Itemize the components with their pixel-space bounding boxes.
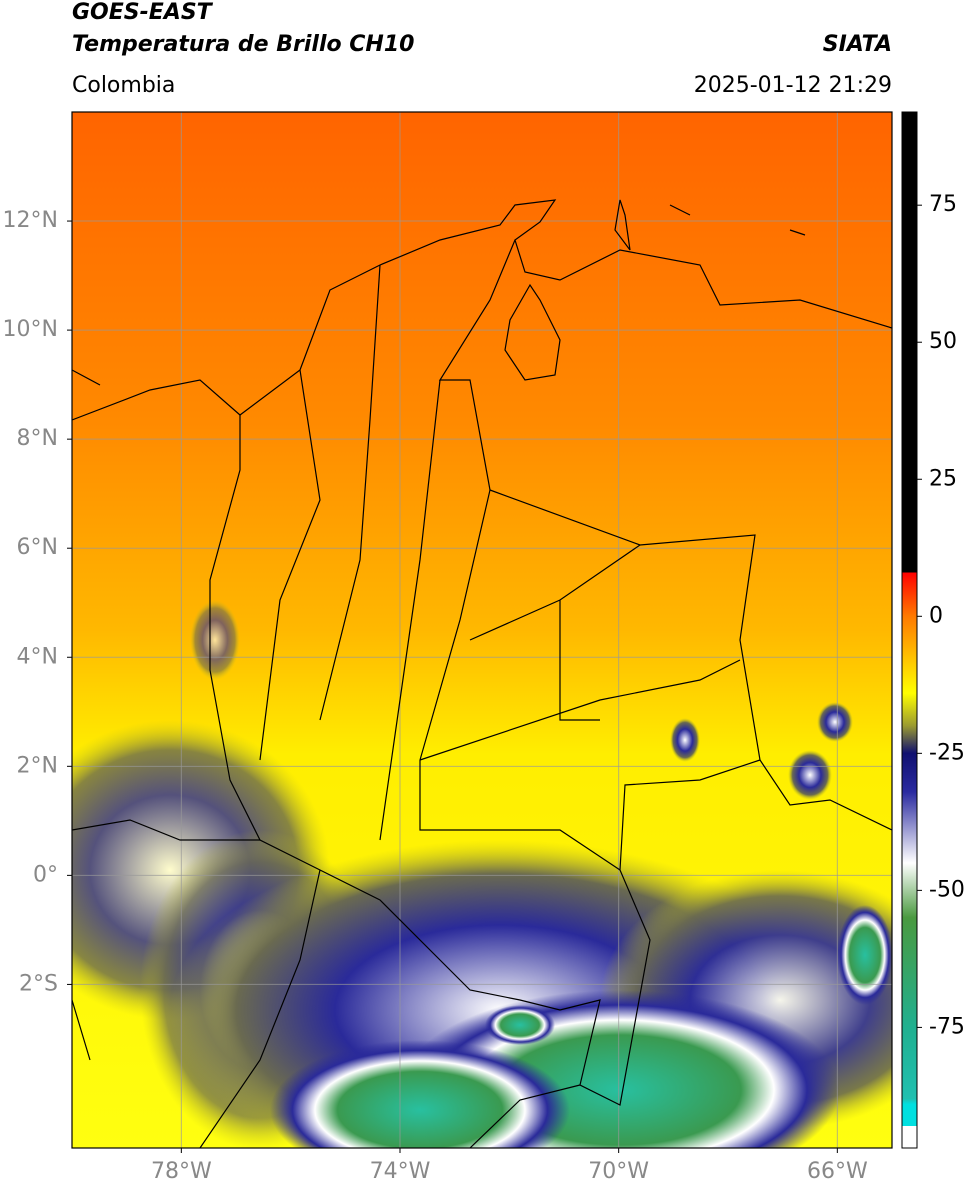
colorbar-scale: [901, 111, 918, 1149]
colorbar-tick-label: -25: [929, 740, 965, 765]
colorbar-tick-label: -50: [929, 877, 965, 902]
borders: [72, 199, 892, 1148]
y-tick-label: 4°N: [17, 644, 58, 669]
x-tick-label: 78°W: [151, 1159, 212, 1184]
colorbar-tick-label: 75: [929, 192, 957, 217]
y-tick-label: 6°N: [17, 535, 58, 560]
y-tick-label: 2°N: [17, 753, 58, 778]
y-tick-label: 12°N: [3, 208, 58, 233]
subtitle: Temperatura de Brillo CH10: [72, 32, 414, 57]
y-tick-label: 0°: [33, 862, 58, 887]
map-image: [72, 112, 892, 1148]
region: Colombia: [72, 73, 175, 98]
grid: [72, 112, 892, 1148]
y-tick-label: 2°S: [19, 971, 58, 996]
colorbar-tick-label: 0: [929, 603, 943, 628]
datetime: 2025-01-12 21:29: [694, 73, 892, 98]
title: GOES-EAST: [72, 0, 214, 25]
colorbar-tick-label: -75: [929, 1014, 965, 1039]
source: SIATA: [823, 32, 892, 57]
x-tick-label: 70°W: [588, 1159, 649, 1184]
y-tick-label: 10°N: [3, 317, 58, 342]
x-tick-label: 74°W: [370, 1159, 431, 1184]
colorbar-tick-label: 25: [929, 466, 957, 491]
colorbar-tick-label: 50: [929, 329, 957, 354]
y-tick-label: 8°N: [17, 426, 58, 451]
colorbar: 75 50 25 0 -25 -50 -75: [901, 111, 965, 1149]
x-tick-label: 66°W: [807, 1159, 868, 1184]
map-frame: [71, 111, 893, 1149]
